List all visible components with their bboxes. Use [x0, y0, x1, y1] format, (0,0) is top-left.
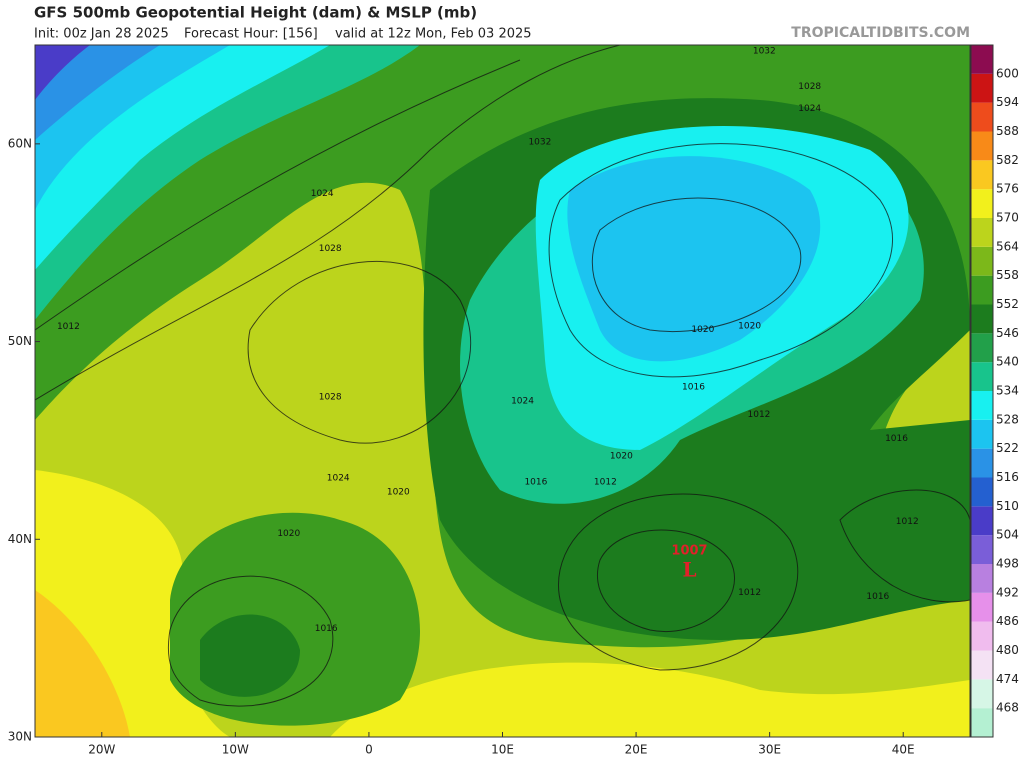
colorbar-swatch — [971, 189, 993, 218]
colorbar-frame — [970, 44, 994, 738]
colorbar-swatch — [971, 564, 993, 593]
isobar-label: 1016 — [524, 477, 547, 487]
colorbar-label: 594 — [996, 95, 1019, 109]
isobar-label: 1024 — [798, 104, 821, 114]
overlay: 20W 10W 0 10E 20E 30E 40E 30N 40N 50N 60N 1032 1024 1… — [8, 44, 1019, 757]
isobar-label: 1032 — [753, 46, 776, 56]
colorbar-swatch — [971, 477, 993, 507]
x-tick-label: 10E — [491, 743, 514, 757]
y-tick-label: 30N — [8, 730, 32, 744]
map-fill — [35, 45, 970, 737]
isobar-label: 1032 — [528, 137, 551, 147]
colorbar-swatch — [971, 448, 993, 478]
isobar-label: 1012 — [57, 322, 80, 332]
colorbar-swatch — [971, 506, 993, 536]
isobar-label: 1020 — [610, 452, 633, 462]
low-symbol: L — [682, 557, 696, 581]
colorbar-swatch — [971, 679, 993, 709]
x-tick-label: 40E — [892, 743, 915, 757]
title: GFS 500mb Geopotential Height (dam) & MS… — [34, 4, 477, 22]
colorbar-label: 468 — [996, 701, 1019, 715]
colorbar-swatch — [971, 218, 993, 247]
isobar-label: 1012 — [896, 517, 919, 527]
colorbar-swatch — [971, 45, 993, 74]
isobar-label: 1020 — [691, 325, 714, 335]
colorbar-label: 516 — [996, 470, 1019, 484]
isobar-label: 1016 — [315, 624, 338, 634]
isobar-label: 1020 — [738, 321, 761, 331]
init-time: Init: 00z Jan 28 2025 — [34, 27, 169, 42]
colorbar-swatch — [971, 419, 993, 449]
colorbar-label: 522 — [996, 441, 1019, 455]
colorbar-swatch — [971, 304, 993, 334]
colorbar-swatch — [971, 650, 993, 680]
colorbar-label: 528 — [996, 412, 1019, 426]
isobar-label: 1028 — [798, 82, 821, 92]
isobar-label: 1028 — [319, 244, 342, 254]
colorbar-swatch — [971, 73, 993, 103]
isobar-label: 1012 — [748, 410, 771, 420]
valid-time: valid at 12z Mon, Feb 03 2025 — [335, 27, 532, 42]
colorbar-label: 558 — [996, 268, 1019, 282]
colorbar-label: 600 — [996, 66, 1019, 80]
x-tick-label: 30E — [758, 743, 781, 757]
isobar-label: 1024 — [327, 473, 350, 483]
colorbar-swatch — [971, 246, 993, 276]
colorbar-label: 492 — [996, 585, 1019, 599]
y-tick-label: 50N — [8, 334, 32, 348]
colorbar-label: 546 — [996, 326, 1019, 340]
isobar-label: 1024 — [511, 396, 534, 406]
isobar-label: 1016 — [866, 592, 889, 602]
y-tick-label: 60N — [8, 136, 32, 150]
colorbar-swatch — [971, 535, 993, 564]
colorbar-label: 576 — [996, 182, 1019, 196]
colorbar-label: 504 — [996, 528, 1019, 542]
isobar-label: 1012 — [738, 588, 761, 598]
colorbar-label: 540 — [996, 355, 1019, 369]
colorbar-swatch — [971, 592, 993, 622]
colorbar-label: 588 — [996, 124, 1019, 138]
isobar-label: 1020 — [387, 487, 410, 497]
colorbar-label: 486 — [996, 614, 1019, 628]
colorbar-label: 534 — [996, 384, 1019, 398]
colorbar-swatch — [971, 102, 993, 132]
colorbar-swatch — [971, 160, 993, 190]
x-tick-label: 20W — [88, 743, 115, 757]
isobar-label: 1028 — [319, 392, 342, 402]
colorbar-label: 474 — [996, 672, 1019, 686]
colorbar-label: 564 — [996, 239, 1019, 253]
colorbar-label: 570 — [996, 211, 1019, 225]
isobar-label: 1020 — [277, 529, 300, 539]
colorbar-swatch — [971, 708, 993, 737]
colorbar-label: 582 — [996, 153, 1019, 167]
low-pressure: 1007 — [671, 543, 707, 558]
x-tick-label: 10W — [222, 743, 249, 757]
x-tick-label: 20E — [625, 743, 648, 757]
colorbar-swatch — [971, 131, 993, 161]
colorbar-swatch — [971, 391, 993, 420]
colorbar-swatch — [971, 333, 993, 363]
colorbar-label: 510 — [996, 499, 1019, 513]
isobar-label: 1012 — [594, 477, 617, 487]
y-tick-label: 40N — [8, 532, 32, 546]
colorbar-label: 552 — [996, 297, 1019, 311]
isobar-label: 1024 — [311, 189, 334, 199]
isobar-label: 1016 — [885, 434, 908, 444]
x-tick-label: 0 — [365, 743, 373, 757]
colorbar-swatch — [971, 362, 993, 391]
forecast-hour: Forecast Hour: [156] — [184, 27, 318, 42]
colorbar-label: 498 — [996, 557, 1019, 571]
colorbar-swatch — [971, 275, 993, 305]
watermark: TROPICALTIDBITS.COM — [791, 25, 970, 41]
isobar-label: 1016 — [682, 383, 705, 393]
colorbar-swatch — [971, 621, 993, 651]
colorbar-label: 480 — [996, 643, 1019, 657]
